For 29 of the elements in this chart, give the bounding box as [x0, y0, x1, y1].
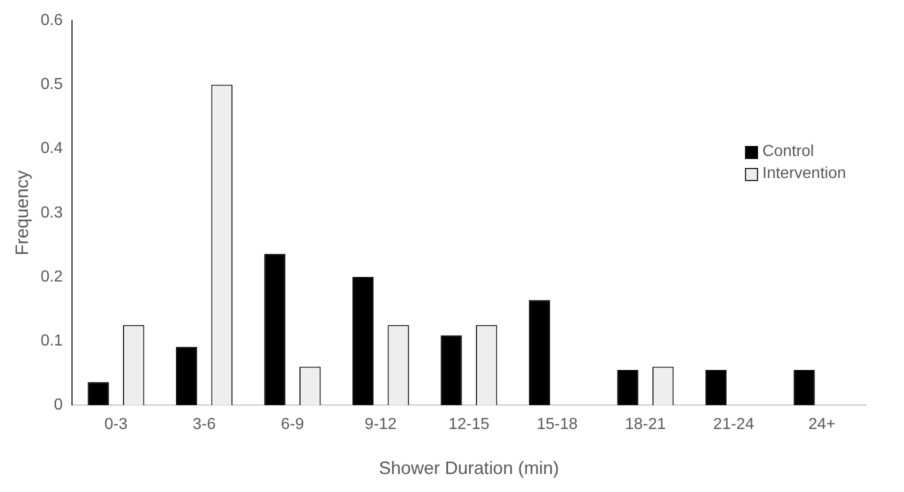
bar: [705, 370, 727, 406]
x-tick-label: 3-6: [192, 416, 216, 434]
legend-label: Control: [762, 143, 814, 161]
y-tick-label: 0.1: [40, 332, 63, 350]
x-tick-label: 21-24: [713, 416, 754, 434]
bar: [528, 300, 550, 406]
y-tick-label: 0: [54, 396, 63, 414]
bar: [264, 254, 286, 406]
bar: [617, 370, 638, 406]
bar: [88, 382, 109, 406]
x-tick-label: 12-15: [448, 416, 490, 434]
y-tick-label: 0.6: [40, 12, 63, 30]
y-tick-label: 0.4: [40, 140, 63, 158]
x-tick-label: 15-18: [536, 416, 578, 434]
x-tick-label: 0-3: [104, 416, 128, 434]
x-tick-label: 9-12: [364, 416, 397, 434]
legend-label: Intervention: [762, 165, 846, 183]
bar: [440, 335, 462, 406]
x-tick-label: 18-21: [624, 416, 666, 434]
bar: [352, 277, 374, 406]
y-axis-title: Frequency: [12, 170, 32, 256]
bar: [794, 370, 815, 406]
x-tick-label: 6-9: [280, 416, 304, 434]
y-tick-label: 0.3: [40, 204, 63, 222]
y-tick-label: 0.5: [40, 76, 63, 94]
y-tick-label: 0.2: [40, 268, 63, 286]
bar: [176, 346, 198, 406]
x-tick-label: 24+: [808, 416, 836, 434]
x-axis-title: Shower Duration (min): [378, 458, 559, 478]
